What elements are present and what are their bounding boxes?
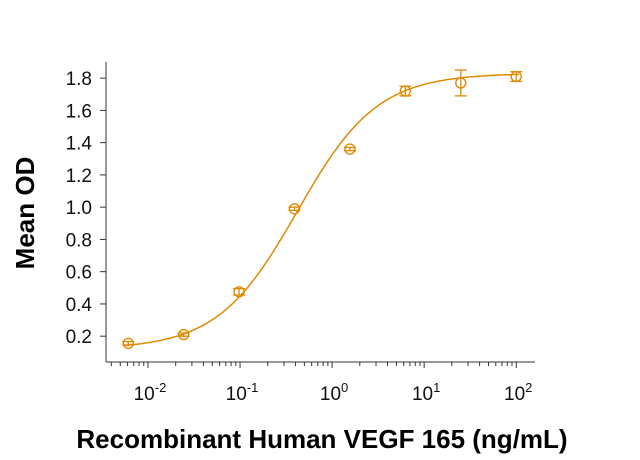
- point-marker: [510, 70, 522, 83]
- y-tick-label: 0.2: [66, 327, 92, 348]
- y-axis-label: Mean OD: [10, 157, 40, 270]
- point-marker: [344, 143, 356, 155]
- point-marker: [399, 85, 412, 97]
- data-point: [454, 69, 467, 97]
- y-tick-label: 1.2: [66, 166, 92, 187]
- axes: [100, 62, 535, 368]
- point-marker: [122, 337, 134, 349]
- point-marker: [455, 77, 467, 89]
- y-tick-label: 1.0: [66, 198, 92, 219]
- fit-curve: [125, 73, 519, 347]
- point-marker: [288, 203, 301, 215]
- y-tick-label: 0.6: [66, 263, 92, 284]
- y-tick-label: 1.8: [66, 69, 92, 90]
- data-point: [288, 203, 301, 215]
- point-marker: [177, 328, 190, 341]
- x-axis-label: Recombinant Human VEGF 165 (ng/mL): [76, 424, 567, 454]
- data-point: [343, 143, 356, 155]
- data-point: [399, 85, 412, 97]
- data-point: [122, 337, 135, 349]
- data-points: [122, 69, 523, 349]
- data-point: [177, 328, 190, 341]
- point-marker: [233, 286, 245, 298]
- data-point: [510, 70, 523, 83]
- tick-labels: 0.2 0.4 0.6 0.8 1.0 1.2 1.4 1.6 1.8 10-2 10-1 100 10…: [66, 69, 533, 405]
- x-tick-label: 101: [412, 380, 440, 405]
- y-tick-label: 0.4: [66, 295, 93, 316]
- y-tick-label: 1.6: [66, 101, 92, 122]
- x-tick-label: 10-1: [226, 380, 259, 405]
- x-tick-label: 100: [320, 380, 348, 405]
- y-tick-label: 0.8: [66, 230, 92, 251]
- y-tick-label: 1.4: [66, 134, 93, 155]
- data-point: [233, 286, 246, 298]
- x-tick-label: 102: [504, 380, 532, 405]
- x-tick-label: 10-2: [134, 380, 167, 405]
